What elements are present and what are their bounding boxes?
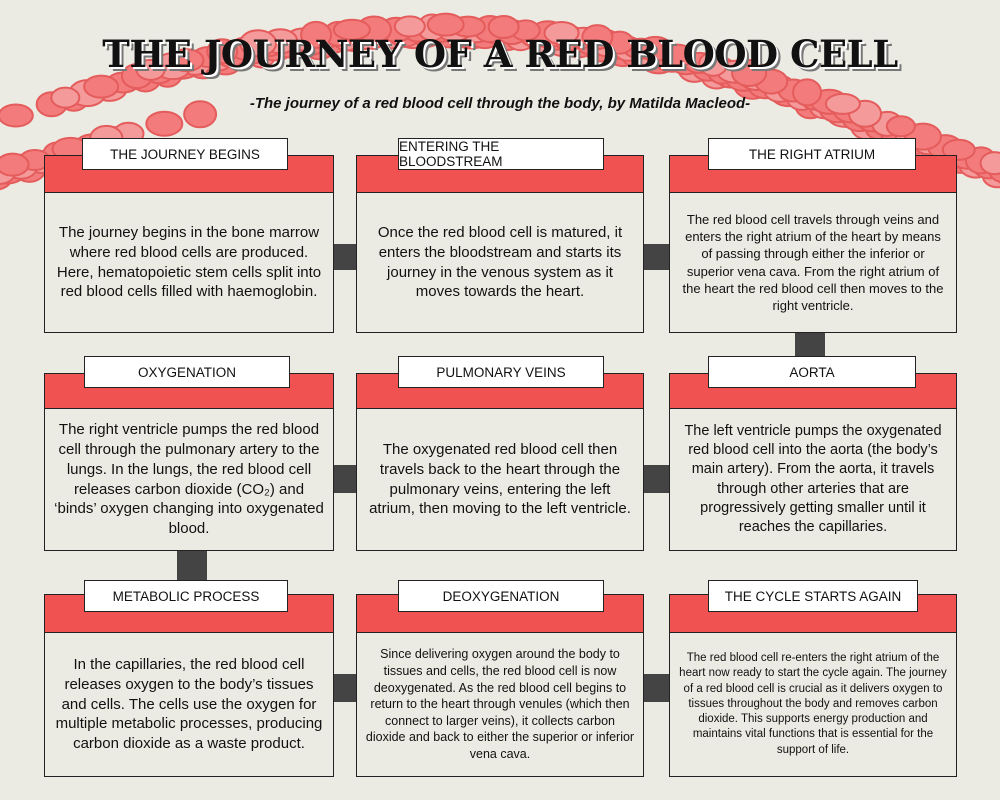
card-title: AORTA xyxy=(708,356,916,388)
blood-cell xyxy=(0,103,34,128)
blood-cell xyxy=(183,100,218,129)
card-title: OXYGENATION xyxy=(84,356,290,388)
blood-cell xyxy=(979,151,1000,176)
connector xyxy=(643,244,669,270)
blood-cell-decoration xyxy=(0,12,1000,191)
connector xyxy=(643,674,669,702)
blood-cell xyxy=(885,115,916,138)
blood-cell xyxy=(300,20,333,49)
blood-cell xyxy=(637,35,674,62)
card-title: DEOXYGENATION xyxy=(398,580,604,612)
blood-cell xyxy=(543,21,580,46)
blood-cell xyxy=(206,38,239,65)
blood-cell xyxy=(0,152,30,177)
card-title: METABOLIC PROCESS xyxy=(84,580,288,612)
card-body: The right ventricle pumps the red blood … xyxy=(44,408,334,551)
card-body: The oxygenated red blood cell then trave… xyxy=(356,408,644,551)
connector xyxy=(177,551,207,580)
blood-cell xyxy=(698,50,729,77)
card-title: THE JOURNEY BEGINS xyxy=(82,138,288,170)
blood-cell xyxy=(792,78,823,107)
card-title: PULMONARY VEINS xyxy=(398,356,604,388)
blood-cell xyxy=(135,58,166,81)
card-body: Since delivering oxygen around the body … xyxy=(356,632,644,777)
connector xyxy=(795,333,825,357)
blood-cell xyxy=(145,110,184,137)
blood-cell xyxy=(487,15,520,40)
blood-cell xyxy=(50,86,81,109)
card-body: The left ventricle pumps the oxygenated … xyxy=(669,408,957,551)
card-title: THE CYCLE STARTS AGAIN xyxy=(708,580,918,612)
blood-cell xyxy=(426,12,465,37)
blood-cell xyxy=(332,18,371,41)
card-body: Once the red blood cell is matured, it e… xyxy=(356,192,644,333)
blood-cell xyxy=(731,59,768,88)
blood-cell xyxy=(239,29,278,58)
card-title: THE RIGHT ATRIUM xyxy=(708,138,916,170)
connector xyxy=(333,244,356,270)
blood-cell xyxy=(581,24,614,51)
title: THE JOURNEY OF A RED BLOOD CELL xyxy=(102,32,898,76)
blood-cell xyxy=(941,138,976,161)
card-body: In the capillaries, the red blood cell r… xyxy=(44,632,334,777)
blood-cell xyxy=(168,48,205,73)
blood-cell xyxy=(83,74,120,99)
connector xyxy=(643,465,669,493)
blood-cell xyxy=(393,15,426,38)
blood-cell xyxy=(824,92,861,115)
card-body: The journey begins in the bone marrow wh… xyxy=(44,192,334,333)
connector xyxy=(333,674,356,702)
card-body: The red blood cell re-enters the right a… xyxy=(669,632,957,777)
card-title: ENTERING THE BLOODSTREAM xyxy=(398,138,604,170)
subtitle: -The journey of a red blood cell through… xyxy=(249,95,751,112)
card-body: The red blood cell travels through veins… xyxy=(669,192,957,333)
connector xyxy=(333,465,356,493)
